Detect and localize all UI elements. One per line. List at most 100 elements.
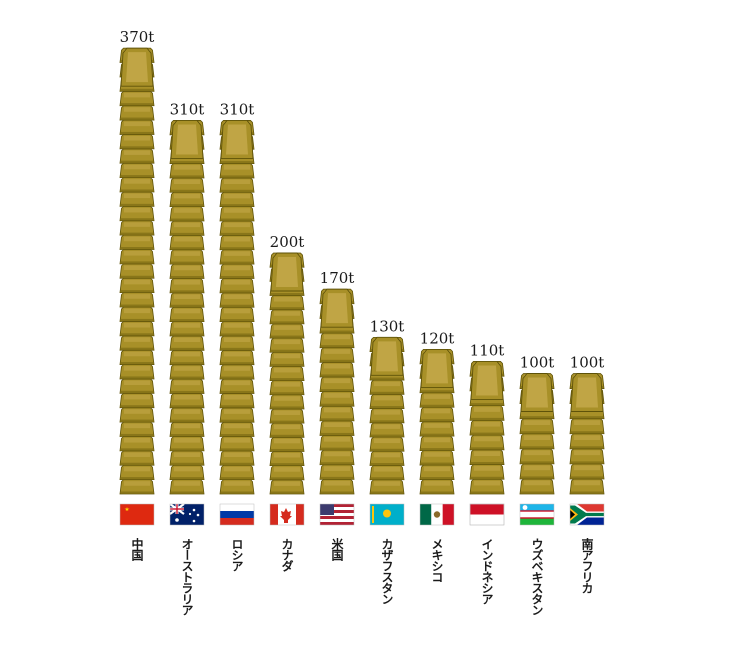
- ingot-face: [376, 341, 398, 372]
- bars-group: 370t 310t 310t 200t 170t 130t 120t 110t 100t 100t: [119, 28, 605, 495]
- slab-highlight: [124, 337, 150, 342]
- slab-highlight: [274, 325, 300, 330]
- slab-highlight: [574, 450, 600, 456]
- slab-highlight: [174, 337, 200, 343]
- slab-shadow: [371, 434, 403, 438]
- slab-shadow: [221, 448, 253, 451]
- slab-shadow: [371, 420, 403, 423]
- slab-highlight: [174, 265, 200, 271]
- slab-shadow: [221, 218, 253, 222]
- slab-shadow: [171, 419, 203, 423]
- value-label: 110t: [470, 341, 505, 359]
- slab-shadow: [271, 307, 303, 310]
- slab-shadow: [321, 462, 353, 465]
- slab-shadow: [571, 446, 603, 449]
- slab-highlight: [424, 466, 450, 472]
- slab-shadow: [121, 275, 153, 279]
- slab-highlight: [374, 467, 400, 472]
- slab-highlight: [524, 480, 550, 486]
- slab-shadow: [121, 146, 153, 149]
- slab-shadow: [121, 103, 153, 106]
- slab-highlight: [324, 378, 350, 384]
- slab-highlight: [374, 438, 400, 444]
- slab-shadow: [271, 363, 303, 367]
- slab-highlight: [524, 435, 550, 441]
- slab-shadow: [171, 491, 203, 494]
- slab-highlight: [224, 409, 250, 414]
- indonesia-flag: [469, 503, 505, 526]
- slab-shadow: [121, 333, 153, 336]
- slab-highlight: [174, 366, 200, 371]
- slab-highlight: [574, 465, 600, 471]
- slab-shadow: [471, 491, 503, 494]
- slab-highlight: [174, 380, 200, 386]
- slab-shadow: [321, 374, 353, 377]
- bar-7: 120t: [419, 329, 455, 495]
- slab-shadow: [321, 447, 353, 451]
- slab-shadow: [271, 463, 303, 466]
- bar-5: 170t: [319, 269, 355, 495]
- ingot-face: [426, 353, 448, 384]
- slab-highlight: [274, 481, 300, 486]
- slab-shadow: [221, 319, 253, 322]
- slab-highlight: [124, 164, 150, 170]
- slab-highlight: [374, 424, 400, 429]
- slab-highlight: [474, 421, 500, 427]
- value-label: 310t: [220, 100, 255, 118]
- ingot-face: [326, 293, 348, 324]
- slab-highlight: [124, 294, 150, 299]
- slab-highlight: [174, 351, 200, 357]
- value-label: 310t: [170, 100, 205, 118]
- slab-highlight: [224, 165, 250, 170]
- slab-shadow: [271, 293, 303, 296]
- slab-highlight: [324, 393, 350, 398]
- slab-shadow: [271, 321, 303, 324]
- slab-shadow: [421, 462, 453, 466]
- slab-shadow: [121, 247, 153, 250]
- slab-shadow: [171, 161, 203, 164]
- slab-shadow: [121, 290, 153, 293]
- slab-highlight: [224, 380, 250, 386]
- slab-shadow: [121, 117, 153, 121]
- slab-highlight: [124, 150, 150, 155]
- slab-shadow: [421, 404, 453, 408]
- slab-shadow: [321, 403, 353, 407]
- slab-shadow: [221, 290, 253, 293]
- slab-highlight: [124, 481, 150, 486]
- slab-highlight: [424, 452, 450, 457]
- slab-highlight: [324, 451, 350, 457]
- slab-shadow: [471, 476, 503, 480]
- slab-shadow: [121, 419, 153, 423]
- slab-highlight: [424, 481, 450, 486]
- slab-shadow: [221, 247, 253, 250]
- slab-shadow: [121, 160, 153, 164]
- slab-highlight: [524, 450, 550, 456]
- slab-shadow: [171, 290, 203, 293]
- slab-shadow: [121, 448, 153, 451]
- slab-highlight: [224, 452, 250, 457]
- slab-shadow: [221, 405, 253, 408]
- uzbekistan-flag: [519, 503, 555, 526]
- slab-highlight: [174, 251, 200, 256]
- slab-shadow: [271, 477, 303, 480]
- slab-highlight: [224, 438, 250, 443]
- slab-highlight: [174, 193, 200, 199]
- slab-highlight: [274, 311, 300, 316]
- bar-1: 370t: [119, 28, 155, 495]
- slab-shadow: [221, 161, 253, 164]
- slab-highlight: [224, 351, 250, 357]
- ingot-face: [526, 377, 548, 408]
- slab-shadow: [271, 420, 303, 424]
- slab-highlight: [124, 366, 150, 371]
- slab-shadow: [371, 448, 403, 452]
- slab-highlight: [174, 423, 200, 429]
- slab-highlight: [174, 438, 200, 443]
- slab-highlight: [124, 193, 150, 199]
- slab-highlight: [224, 236, 250, 242]
- slab-highlight: [124, 279, 150, 285]
- slab-highlight: [324, 480, 350, 486]
- slab-shadow: [121, 131, 153, 135]
- slab-highlight: [124, 222, 150, 227]
- slab-shadow: [421, 433, 453, 437]
